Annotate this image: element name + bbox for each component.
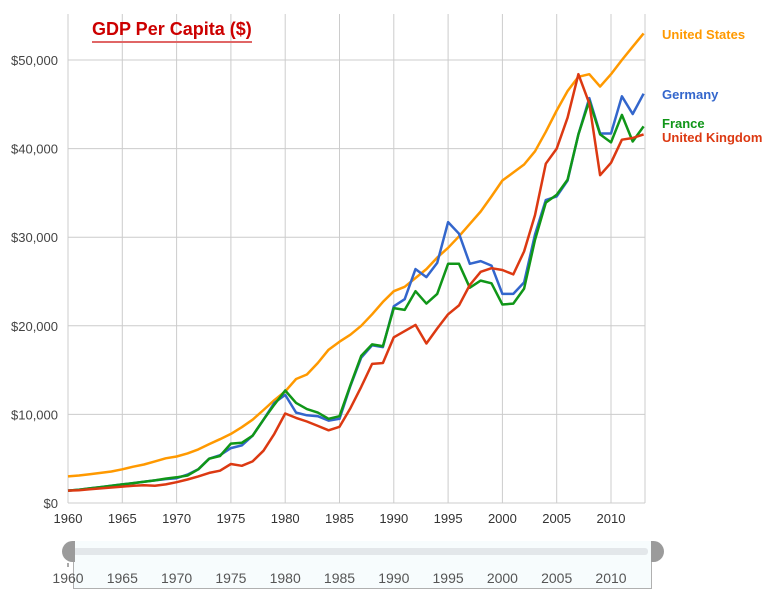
x-tick-label: 2010 <box>597 511 626 526</box>
x-tick-label: 1990 <box>379 511 408 526</box>
x-tick-label: 1995 <box>434 511 463 526</box>
y-axis-labels: $0 $10,000 $20,000 $30,000 $40,000 $50,000 <box>11 53 58 511</box>
x-tick-label: 1975 <box>216 511 245 526</box>
series-line-united-states[interactable] <box>67 32 645 478</box>
x-tick-label: 2005 <box>542 511 571 526</box>
x-tick-label: 1985 <box>325 511 354 526</box>
y-tick-label: $10,000 <box>11 407 58 422</box>
x-tick-label: 1960 <box>54 511 83 526</box>
y-tick-label: $40,000 <box>11 142 58 157</box>
chart-title: GDP Per Capita ($) <box>92 19 252 43</box>
legend-united-states[interactable]: United States <box>662 27 746 42</box>
x-tick-label: 1965 <box>108 511 137 526</box>
x-tick-label: 1970 <box>162 511 191 526</box>
y-tick-label: $0 <box>44 496 58 511</box>
x-tick-label: 2000 <box>488 511 517 526</box>
legend-france[interactable]: France <box>662 116 705 131</box>
legend-united-kingdom[interactable]: United Kingdom <box>662 130 763 145</box>
y-tick-label: $50,000 <box>11 53 58 68</box>
series-line-france[interactable] <box>67 99 645 492</box>
gridlines <box>67 14 646 504</box>
series-lines <box>67 32 645 492</box>
y-tick-label: $30,000 <box>11 230 58 245</box>
x-tick-label: 1980 <box>271 511 300 526</box>
range-slider-left-handle[interactable] <box>62 541 75 562</box>
y-tick-label: $20,000 <box>11 319 58 334</box>
legend-germany[interactable]: Germany <box>662 87 719 102</box>
range-slider-track[interactable] <box>73 548 648 555</box>
range-slider-right-handle[interactable] <box>651 541 664 562</box>
x-axis-labels: 1960 1965 1970 1975 1980 1985 1990 1995 2000 2005… <box>54 511 626 526</box>
series-line-germany[interactable] <box>67 93 645 492</box>
series-line-united-kingdom[interactable] <box>67 72 644 492</box>
